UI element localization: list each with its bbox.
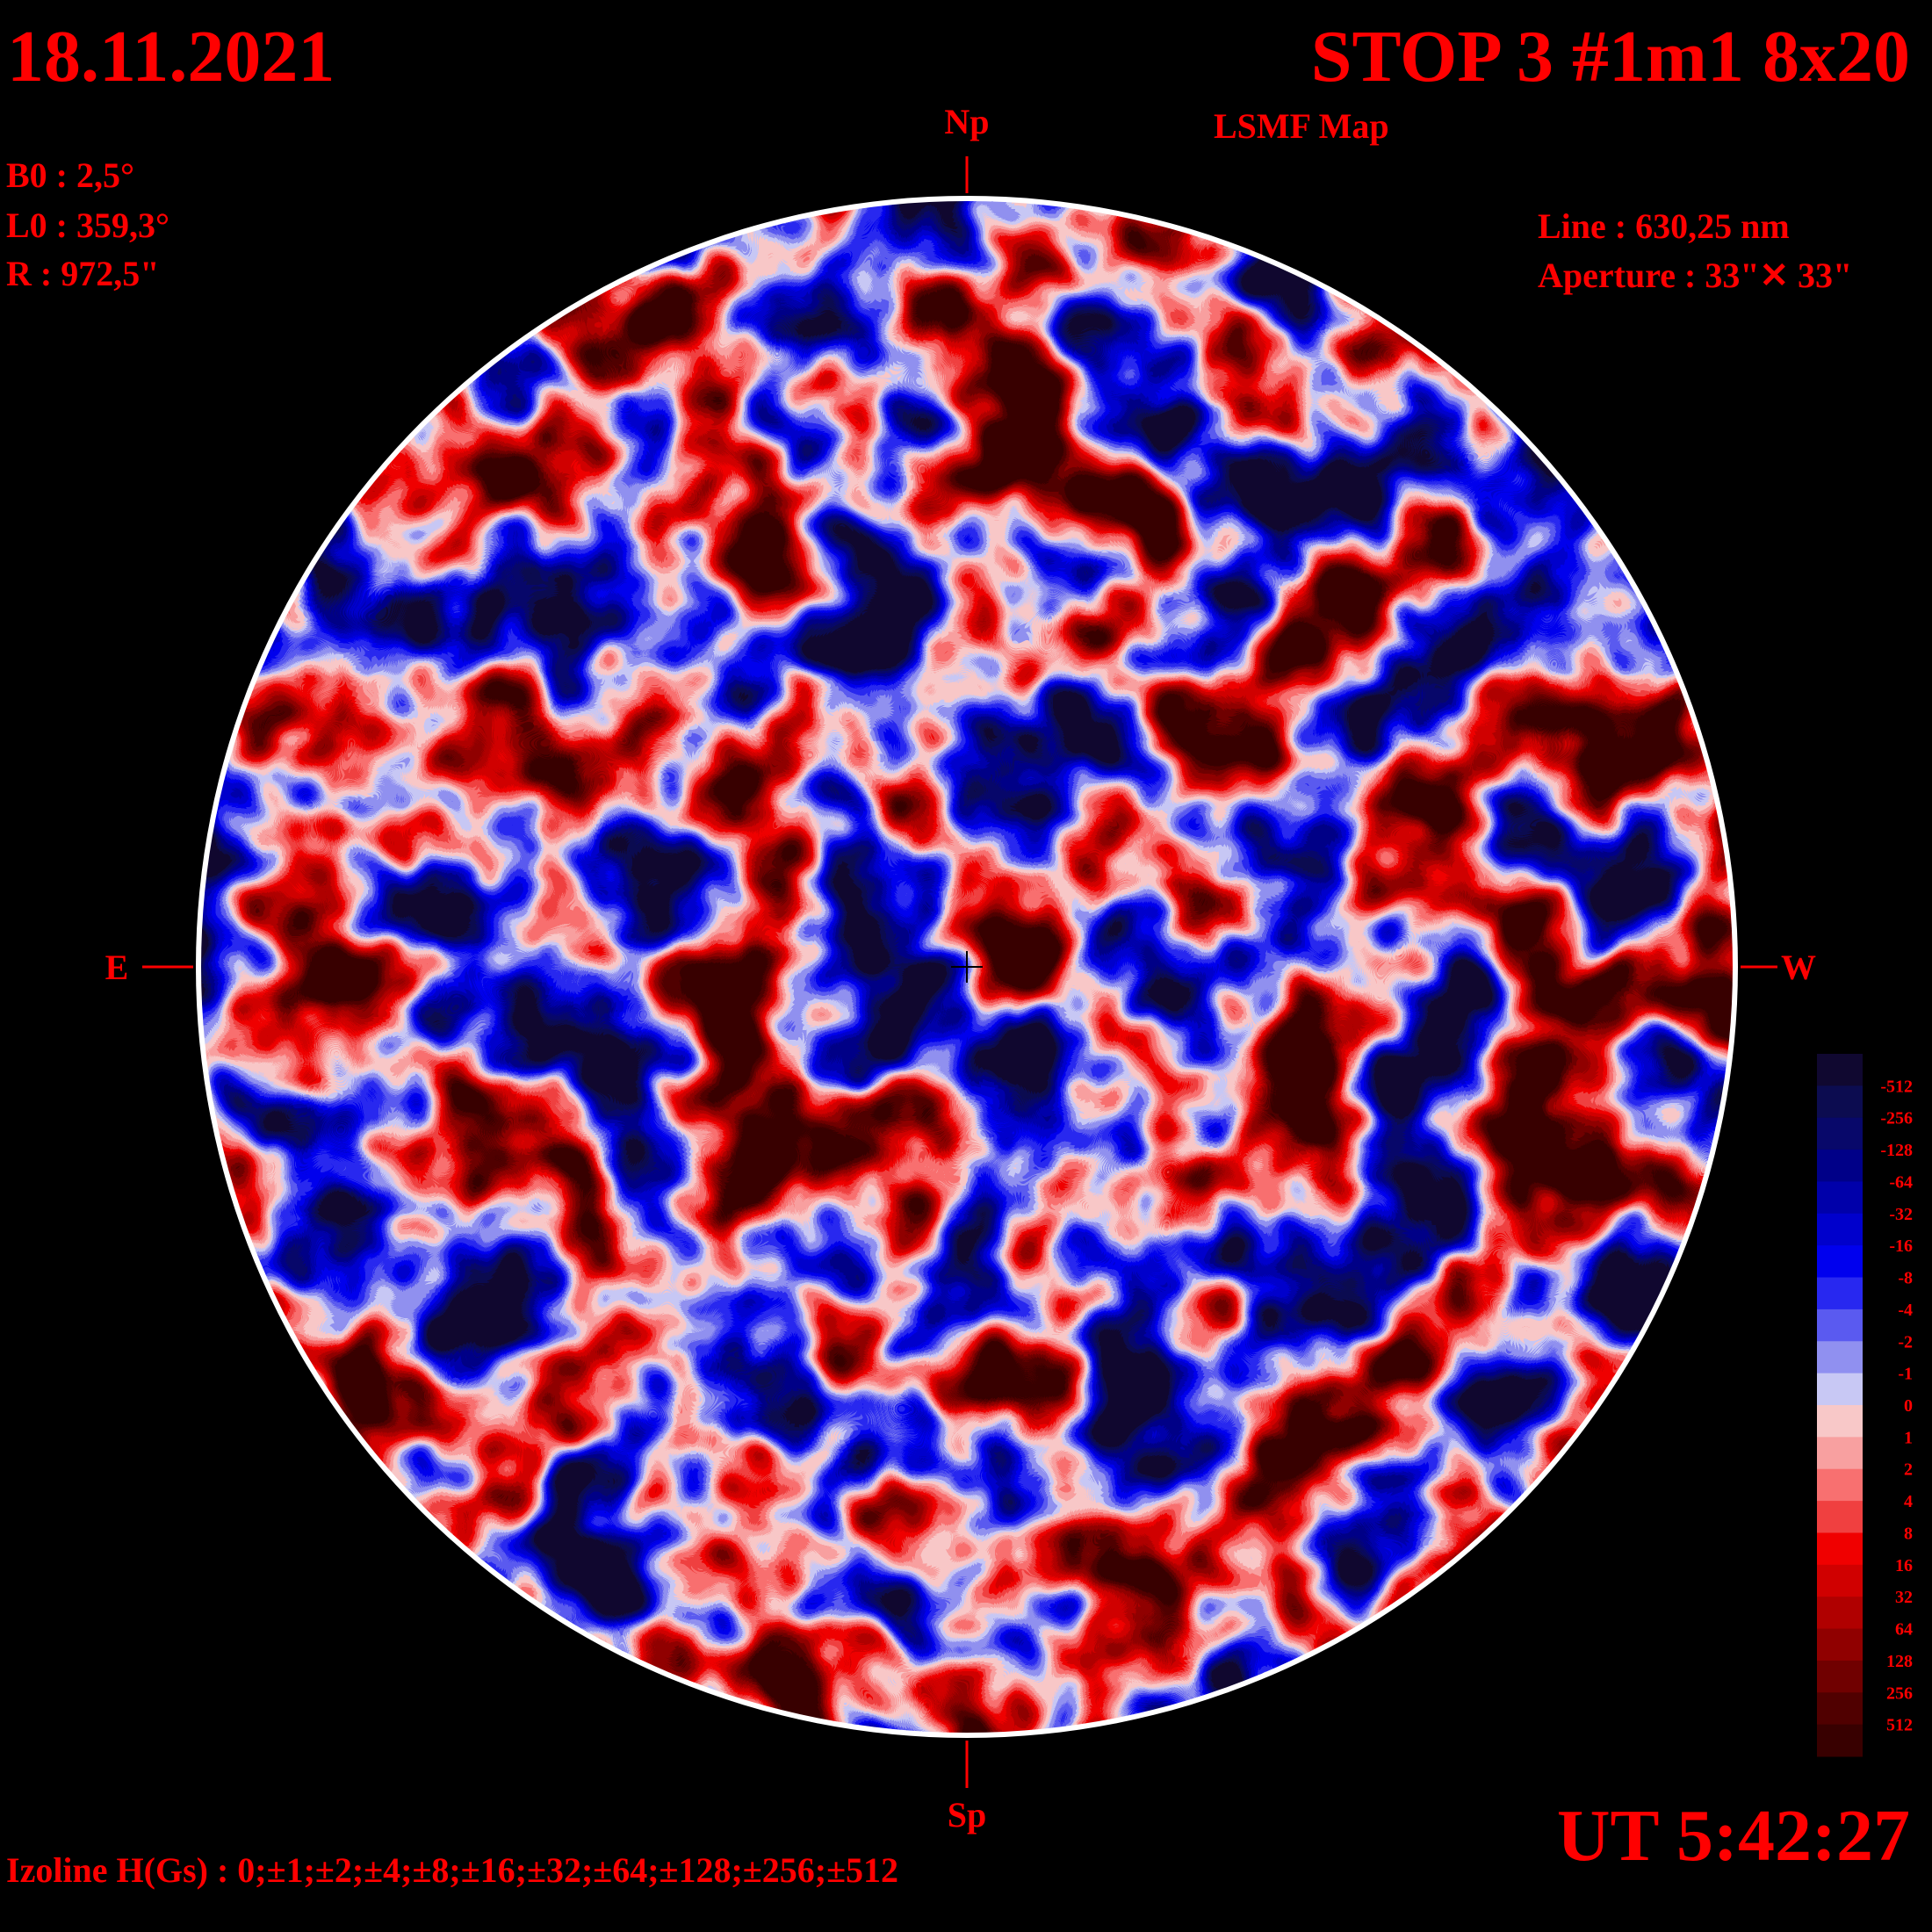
instrument-line: Line : 630,25 nm bbox=[1538, 206, 1790, 246]
legend-swatch bbox=[1817, 1564, 1863, 1597]
legend-swatch bbox=[1817, 1181, 1863, 1215]
legend-swatch bbox=[1817, 1373, 1863, 1406]
legend-swatch bbox=[1817, 1692, 1863, 1726]
legend-label: 512 bbox=[1886, 1716, 1913, 1735]
instrument-aperture: Aperture : 33"✕ 33" bbox=[1538, 256, 1852, 295]
legend-swatch bbox=[1817, 1660, 1863, 1693]
south-label: Sp bbox=[948, 1795, 987, 1835]
subtitle: LSMF Map bbox=[1214, 106, 1389, 146]
color-legend: -512 -256 -128 -64 -32 -16 -8 -4 -2 -1 0 1 2 4 8 16 32 64… bbox=[1817, 1054, 1913, 1757]
ut-time: UT 5:42:27 bbox=[1557, 1795, 1910, 1877]
legend-label: 4 bbox=[1904, 1492, 1913, 1511]
legend-label: 8 bbox=[1904, 1524, 1913, 1543]
legend-label: 0 bbox=[1904, 1396, 1913, 1416]
param: R : 972,5" bbox=[6, 254, 159, 293]
isoline-note: Izoline H(Gs) : 0;±1;±2;±4;±8;±16;±32;±6… bbox=[6, 1850, 898, 1890]
legend-label: 32 bbox=[1895, 1588, 1913, 1607]
legend-label: -16 bbox=[1889, 1236, 1913, 1256]
legend-label: -2 bbox=[1898, 1332, 1913, 1352]
legend-swatch bbox=[1817, 1341, 1863, 1374]
legend-swatch bbox=[1817, 1405, 1863, 1438]
legend-label: -4 bbox=[1898, 1301, 1913, 1320]
east-label: E bbox=[105, 948, 129, 987]
west-label: W bbox=[1781, 948, 1816, 987]
param: B0 : 2,5° bbox=[6, 155, 134, 195]
legend-swatch bbox=[1817, 1245, 1863, 1279]
legend-label: -8 bbox=[1898, 1269, 1913, 1288]
legend-swatch bbox=[1817, 1054, 1863, 1086]
legend-label: -128 bbox=[1880, 1141, 1913, 1160]
legend-swatch bbox=[1817, 1117, 1863, 1150]
legend-swatch bbox=[1817, 1213, 1863, 1246]
legend-label: -32 bbox=[1889, 1205, 1913, 1224]
param: L0 : 359,3° bbox=[6, 205, 169, 245]
legend-swatch bbox=[1817, 1532, 1863, 1566]
legend-label: 64 bbox=[1895, 1620, 1913, 1640]
legend-swatch bbox=[1817, 1277, 1863, 1310]
legend-label: -64 bbox=[1889, 1172, 1913, 1192]
date: 18.11.2021 bbox=[7, 16, 335, 97]
legend-swatch bbox=[1817, 1308, 1863, 1342]
legend-swatch bbox=[1817, 1724, 1863, 1757]
legend-swatch bbox=[1817, 1597, 1863, 1630]
legend-label: 2 bbox=[1904, 1460, 1913, 1480]
legend-swatch bbox=[1817, 1150, 1863, 1182]
legend-swatch bbox=[1817, 1628, 1863, 1662]
legend-label: 16 bbox=[1895, 1556, 1913, 1575]
legend-swatch bbox=[1817, 1468, 1863, 1502]
title: STOP 3 #1m1 8x20 bbox=[1311, 16, 1910, 97]
legend-label: 128 bbox=[1886, 1652, 1913, 1671]
legend-label: -256 bbox=[1880, 1109, 1913, 1128]
legend-label: 1 bbox=[1904, 1428, 1913, 1447]
legend-swatch bbox=[1817, 1437, 1863, 1470]
legend-label: 256 bbox=[1886, 1683, 1913, 1703]
legend-label: -1 bbox=[1898, 1365, 1913, 1384]
legend-swatch bbox=[1817, 1501, 1863, 1533]
north-label: Np bbox=[944, 102, 989, 141]
legend-label: -512 bbox=[1880, 1077, 1913, 1096]
legend-swatch bbox=[1817, 1085, 1863, 1119]
